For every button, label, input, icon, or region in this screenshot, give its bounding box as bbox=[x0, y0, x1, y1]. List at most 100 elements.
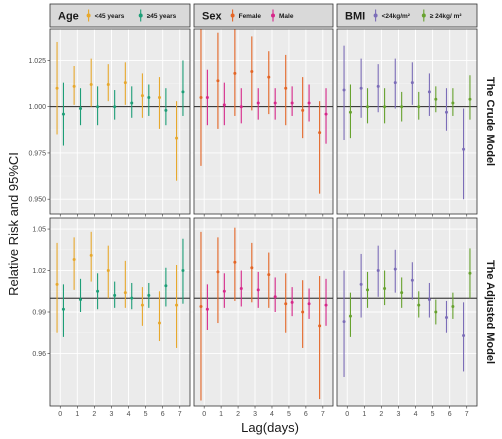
x-tick-label: 4 bbox=[414, 411, 418, 418]
estimate-point bbox=[393, 81, 397, 85]
estimate-point bbox=[273, 101, 277, 105]
x-tick-label: 2 bbox=[379, 411, 383, 418]
estimate-point bbox=[147, 293, 151, 297]
estimate-point bbox=[106, 269, 110, 273]
estimate-point bbox=[376, 84, 380, 88]
panels-layer: 0.9500.9751.0001.02501234567012345670123… bbox=[28, 28, 478, 418]
panel-background bbox=[337, 29, 477, 214]
estimate-point bbox=[383, 105, 387, 109]
legend-label: ≥ 24kg/ m² bbox=[430, 13, 463, 20]
estimate-point bbox=[318, 131, 322, 135]
estimate-point bbox=[181, 90, 185, 94]
estimate-point bbox=[233, 260, 237, 264]
estimate-point bbox=[301, 108, 305, 112]
estimate-point bbox=[348, 110, 352, 114]
y-tick-label: 1.025 bbox=[28, 58, 46, 65]
panel-border bbox=[336, 217, 478, 407]
estimate-point bbox=[284, 86, 288, 90]
estimate-point bbox=[216, 79, 220, 83]
estimate-point bbox=[181, 269, 185, 273]
estimate-point bbox=[444, 316, 448, 320]
x-tick-label: 7 bbox=[321, 411, 325, 418]
panel-border bbox=[336, 28, 478, 215]
estimate-point bbox=[366, 288, 370, 292]
estimate-point bbox=[96, 105, 100, 109]
panel-age-adjusted bbox=[49, 217, 191, 407]
x-axis-title: Lag(days) bbox=[241, 420, 299, 435]
estimate-point bbox=[318, 324, 322, 328]
estimate-point bbox=[55, 282, 59, 286]
estimate-point bbox=[376, 269, 380, 273]
strip-background bbox=[193, 3, 334, 28]
strip-background bbox=[336, 3, 478, 28]
estimate-point bbox=[164, 284, 168, 288]
estimate-point bbox=[140, 94, 144, 98]
estimate-point bbox=[383, 287, 387, 290]
x-tick-label: 0 bbox=[202, 411, 206, 418]
x-tick-label: 4 bbox=[127, 411, 131, 418]
y-tick-label: 1.05 bbox=[32, 227, 46, 234]
estimate-point bbox=[307, 101, 311, 105]
legend-title-age: Age bbox=[58, 11, 79, 23]
estimate-point bbox=[106, 83, 110, 86]
estimate-point bbox=[267, 75, 271, 79]
estimate-point bbox=[205, 307, 209, 311]
estimate-point bbox=[400, 105, 404, 109]
estimate-point bbox=[96, 289, 100, 293]
estimate-point bbox=[175, 303, 179, 307]
legend-strips: Age <45 years ≥45 years Sex Female Male BMI <24… bbox=[49, 3, 478, 28]
panel-sex-crude bbox=[193, 28, 334, 215]
x-tick-label: 6 bbox=[448, 411, 452, 418]
estimate-point bbox=[417, 303, 421, 307]
panel-bmi-crude bbox=[336, 28, 478, 215]
estimate-point bbox=[72, 257, 76, 261]
panel-age-crude bbox=[49, 28, 191, 215]
y-axis-title: Relative Risk and 95%CI bbox=[6, 152, 21, 296]
legend-key-point bbox=[138, 13, 143, 18]
y-tick-label: 0.975 bbox=[28, 150, 46, 157]
x-tick-label: 1 bbox=[75, 411, 79, 418]
y-tick-label: 0.99 bbox=[32, 310, 46, 317]
estimate-point bbox=[157, 95, 161, 99]
estimate-point bbox=[250, 266, 254, 270]
estimate-point bbox=[89, 253, 93, 257]
estimate-point bbox=[434, 97, 438, 101]
estimate-point bbox=[164, 108, 168, 112]
estimate-point bbox=[342, 88, 346, 92]
panel-background bbox=[50, 29, 190, 214]
estimate-point bbox=[199, 304, 203, 308]
legend-label: <24kg/m² bbox=[382, 13, 411, 20]
y-tick-label: 0.950 bbox=[28, 197, 46, 204]
legend-label: <45 years bbox=[95, 13, 125, 20]
x-tick-label: 5 bbox=[144, 411, 148, 418]
row-label-crude: The Crude Model bbox=[484, 77, 496, 166]
strip-background bbox=[49, 3, 191, 28]
estimate-point bbox=[250, 70, 254, 74]
x-tick-label: 4 bbox=[270, 411, 274, 418]
estimate-point bbox=[290, 101, 294, 105]
estimate-point bbox=[468, 271, 472, 275]
x-tick-label: 5 bbox=[431, 411, 435, 418]
legend-key-point bbox=[230, 13, 235, 18]
x-tick-label: 7 bbox=[178, 411, 182, 418]
estimate-point bbox=[72, 84, 76, 88]
strip-sex: Sex Female Male bbox=[193, 3, 334, 28]
x-tick-label: 0 bbox=[345, 411, 349, 418]
estimate-point bbox=[348, 314, 352, 318]
x-tick-label: 3 bbox=[253, 411, 257, 418]
x-tick-label: 1 bbox=[219, 411, 223, 418]
panel-background bbox=[194, 29, 333, 214]
estimate-point bbox=[157, 321, 161, 325]
legend-label: ≥45 years bbox=[147, 13, 177, 20]
estimate-point bbox=[256, 288, 260, 292]
panel-border bbox=[49, 28, 191, 215]
panel-border bbox=[193, 28, 334, 215]
estimate-point bbox=[417, 105, 421, 109]
estimate-point bbox=[222, 289, 226, 293]
legend-key-point bbox=[271, 13, 275, 18]
strip-bmi: BMI <24kg/m² ≥ 24kg/ m² bbox=[336, 3, 478, 28]
legend-key-point bbox=[421, 13, 426, 18]
estimate-point bbox=[239, 287, 243, 290]
estimate-point bbox=[410, 278, 414, 282]
